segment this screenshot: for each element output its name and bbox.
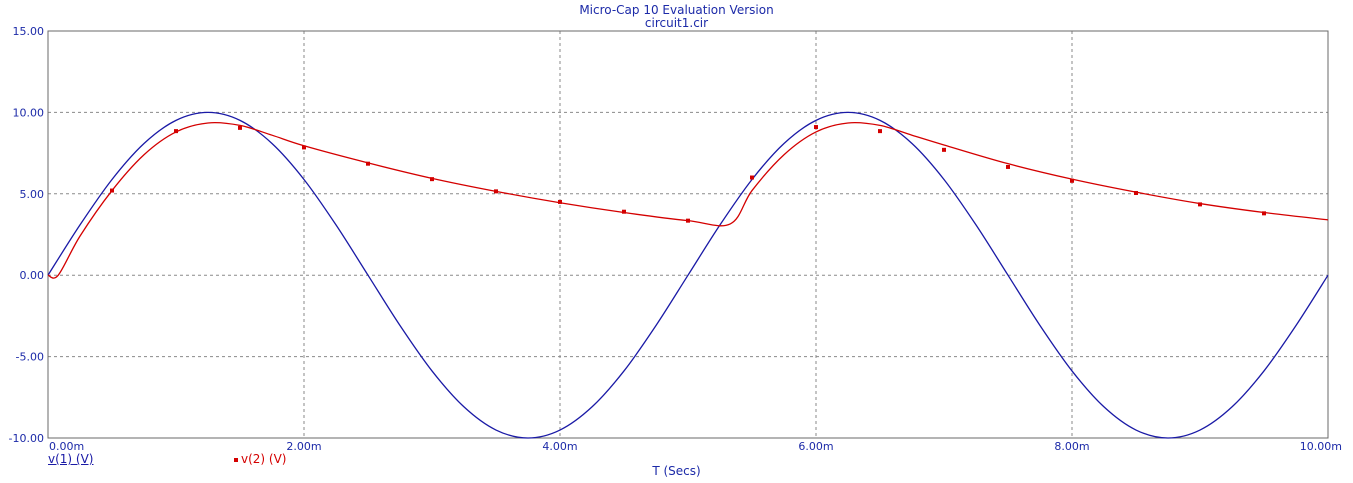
marker-group bbox=[110, 125, 1266, 223]
chart-title: Micro-Cap 10 Evaluation Version bbox=[579, 3, 774, 17]
v2-marker-point bbox=[1262, 211, 1266, 216]
v2-marker-point bbox=[1070, 178, 1074, 183]
y-tick-label: 10.00 bbox=[13, 106, 45, 119]
series-line-1 bbox=[47, 111, 1329, 439]
x-tick-label: 2.00m bbox=[286, 440, 321, 453]
y-tick-label: 5.00 bbox=[20, 188, 45, 201]
x-tick-label: 6.00m bbox=[798, 440, 833, 453]
y-tick-label: -5.00 bbox=[16, 351, 44, 364]
legend-v1[interactable]: v(1) (V) bbox=[48, 452, 94, 466]
legend-v2[interactable]: v(2) (V) bbox=[234, 452, 287, 466]
v2-marker-point bbox=[558, 199, 562, 204]
x-tick-label: 0.00m bbox=[49, 440, 84, 453]
v2-marker-point bbox=[942, 147, 946, 152]
y-tick-label: 15.00 bbox=[13, 25, 45, 38]
v2-marker-point bbox=[366, 161, 370, 166]
x-tick-label: 10.00m bbox=[1300, 440, 1342, 453]
plot-frame bbox=[47, 30, 1329, 439]
v2-marker-point bbox=[430, 177, 434, 182]
v2-marker-point bbox=[878, 129, 882, 134]
v2-marker-point bbox=[750, 175, 754, 180]
v2-marker-point bbox=[686, 218, 690, 223]
legend-v2-label: v(2) (V) bbox=[241, 452, 287, 466]
y-tick-label: 0.00 bbox=[20, 269, 45, 282]
v2-marker-point bbox=[1198, 202, 1202, 207]
x-tick-label: 8.00m bbox=[1054, 440, 1089, 453]
v2-marker-point bbox=[622, 209, 626, 214]
v2-marker-point bbox=[494, 189, 498, 194]
v2-marker-point bbox=[814, 125, 818, 130]
v2-marker-point bbox=[238, 125, 242, 130]
plot-border bbox=[47, 30, 1329, 439]
y-tick-label: -10.00 bbox=[9, 432, 44, 445]
series-line-2 bbox=[47, 121, 1329, 279]
legend-v2-marker-icon bbox=[234, 457, 238, 462]
v2-marker-point bbox=[174, 129, 178, 134]
grid bbox=[48, 31, 1328, 438]
v2-marker-point bbox=[1134, 190, 1138, 195]
x-axis-label: T (Secs) bbox=[652, 464, 701, 478]
v2-marker-point bbox=[1006, 164, 1010, 169]
v2-marker-point bbox=[110, 188, 114, 193]
x-tick-label: 4.00m bbox=[542, 440, 577, 453]
legend-v1-label: v(1) (V) bbox=[48, 452, 94, 466]
y-tick-labels: -10.00 -5.00 0.00 5.00 10.00 15.00 bbox=[9, 25, 44, 445]
v2-marker-point bbox=[302, 145, 306, 150]
x-tick-labels: 0.00m 2.00m 4.00m 6.00m 8.00m 10.00m bbox=[49, 440, 1342, 453]
chart-subtitle: circuit1.cir bbox=[644, 16, 709, 30]
